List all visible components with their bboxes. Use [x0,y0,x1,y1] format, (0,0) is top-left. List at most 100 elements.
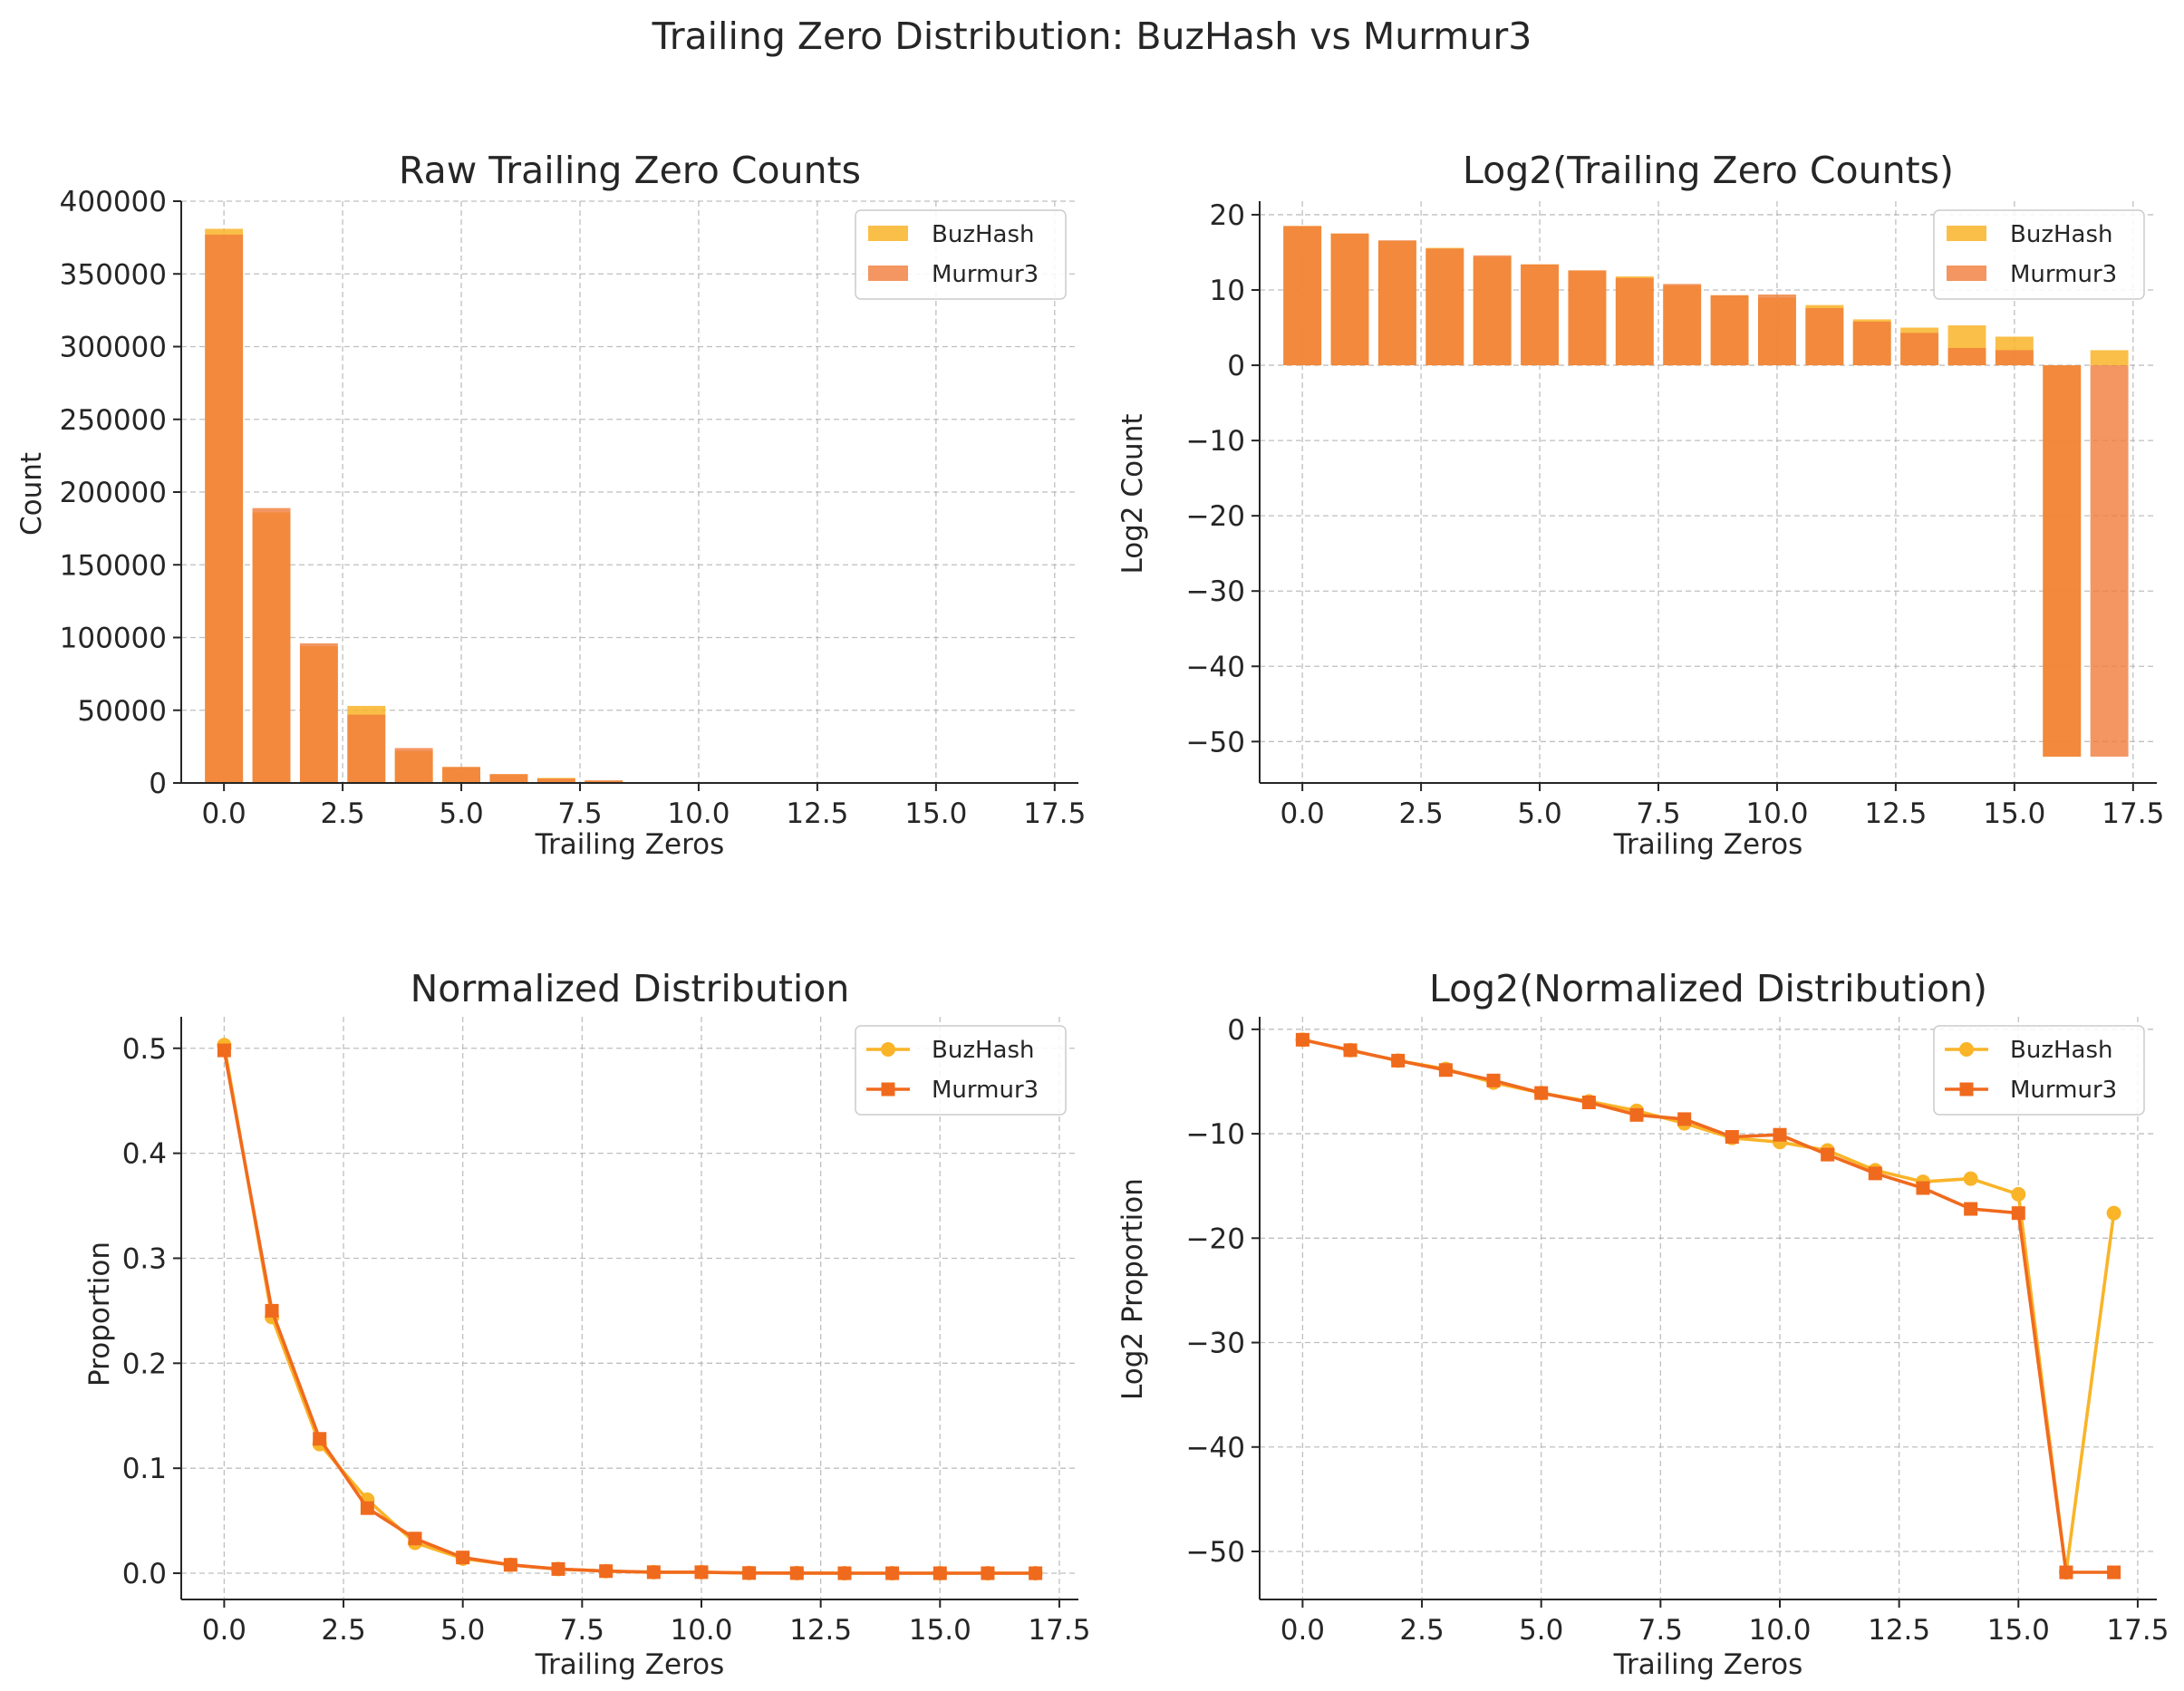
log2normalized-xtick-label: 12.5 [1868,1614,1930,1647]
log2normalized-point-murmur3-15 [2011,1206,2025,1221]
normalized-ytick-label: 0.0 [122,1558,167,1590]
log2normalized-line-buzhash [1302,1038,2116,1574]
normalized-xtick-label: 5.0 [440,1614,485,1647]
normalized-ytick-label: 0.2 [122,1348,167,1380]
log2counts-bar-murmur3-13 [1900,333,1939,366]
log2normalized-point-murmur3-9 [1725,1130,1739,1145]
log2normalized-point-murmur3-1 [1343,1043,1358,1058]
normalized-ytick-label: 0.1 [122,1453,167,1485]
normalized-ytick-label: 0.3 [122,1242,167,1275]
log2counts-legend: BuzHash Murmur3 [1933,209,2145,300]
normalized-title: Normalized Distribution [410,967,850,1010]
log2normalized-point-murmur3-12 [1868,1166,1882,1181]
normalized-point-murmur3-6 [503,1558,517,1572]
normalized-point-murmur3-12 [789,1566,804,1580]
log2counts-bar-murmur3-7 [1615,277,1654,366]
log2counts-xtick-label: 12.5 [1864,797,1927,830]
log2normalized-point-buzhash-14 [1963,1171,1978,1186]
raw-ytick-label: 350000 [60,258,167,291]
log2normalized-point-murmur3-14 [1964,1202,1978,1216]
log2-normalized-xlabel: Trailing Zeros [1613,1648,1803,1681]
raw-xtick-label: 10.0 [667,797,730,830]
raw-plot: 0.0 2.5 5.0 7.5 10.0 12.5 15.0 17.5 0 50000 100000… [60,186,1087,830]
normalized-point-murmur3-13 [837,1566,852,1580]
raw-ytick-label: 250000 [60,404,167,437]
log2counts-bar-murmur3-4 [1473,255,1512,366]
normalized-point-murmur3-2 [313,1432,327,1446]
raw-ytick-label: 400000 [60,186,167,218]
log2counts-bar-murmur3-11 [1805,307,1844,366]
log2counts-bar-murmur3-5 [1521,264,1559,366]
raw-bar-murmur3-8 [585,780,623,783]
log2normalized-point-murmur3-4 [1486,1073,1501,1087]
normalized-ytick-label: 0.5 [122,1033,167,1066]
raw-counts-title: Raw Trailing Zero Counts [399,149,861,192]
log2normalized-ytick-label: −40 [1186,1432,1245,1464]
log2counts-ytick-label: −30 [1186,575,1245,608]
raw-xtick-label: 7.5 [557,797,602,830]
raw-xtick-label: 17.5 [1023,797,1086,830]
log2normalized-point-buzhash-17 [2106,1205,2121,1221]
log2counts-legend-label-buzhash: BuzHash [2010,221,2112,248]
log2normalized-point-murmur3-3 [1438,1063,1453,1077]
raw-legend: BuzHash Murmur3 [855,209,1067,300]
raw-bar-murmur3-1 [252,507,291,783]
log2normalized-point-murmur3-16 [2059,1565,2073,1580]
log2counts-ytick-label: −20 [1186,500,1245,533]
raw-xtick-label: 5.0 [439,797,483,830]
log2counts-ytick-label: 10 [1210,275,1245,307]
normalized-point-murmur3-5 [456,1551,470,1565]
log2normalized-point-murmur3-7 [1629,1107,1644,1122]
raw-xtick-label: 15.0 [904,797,967,830]
normalized-point-murmur3-15 [933,1566,947,1580]
log2counts-ytick-label: −10 [1186,425,1245,458]
log2normalized-legend-marker-murmur3 [1959,1082,1974,1097]
log2counts-bar-murmur3-16 [2043,365,2082,757]
normalized-point-murmur3-14 [885,1566,900,1580]
normalized-point-murmur3-1 [265,1303,279,1318]
normalized-point-murmur3-0 [217,1043,231,1058]
log2counts-bar-murmur3-6 [1568,270,1607,366]
normalized-plot: 0.0 2.5 5.0 7.5 10.0 12.5 15.0 17.5 0.0 0.1 0.2 0.3… [122,1017,1090,1647]
log2counts-xtick-label: 10.0 [1745,797,1808,830]
log2counts-ytick-label: −50 [1186,726,1245,759]
normalized-point-murmur3-4 [408,1532,422,1546]
log2normalized-ytick-label: −20 [1186,1222,1245,1255]
log2counts-bar-murmur3-9 [1710,295,1749,366]
normalized-legend-marker-buzhash [881,1042,895,1057]
log2normalized-plot: 0.0 2.5 5.0 7.5 10.0 12.5 15.0 17.5 −50 −40 −30 −20… [1186,1014,2170,1647]
log2-normalized-title: Log2(Normalized Distribution) [1428,967,1988,1010]
normalized-point-murmur3-3 [360,1501,374,1515]
figure-title: Trailing Zero Distribution: BuzHash vs M… [652,14,1532,58]
log2counts-plot: 0.0 2.5 5.0 7.5 10.0 12.5 15.0 17.5 −50 −40 −30 −20… [1186,199,2165,830]
raw-legend-swatch-murmur3 [868,266,908,281]
log2normalized-line-murmur3 [1302,1038,2114,1574]
log2normalized-legend-label-murmur3: Murmur3 [2010,1077,2117,1104]
log2counts-bar-buzhash-17 [2090,350,2129,366]
log2counts-bar-murmur3-10 [1758,294,1796,366]
log2counts-legend-label-murmur3: Murmur3 [2010,261,2117,288]
log2normalized-xtick-label: 0.0 [1280,1614,1325,1647]
normalized-point-murmur3-7 [551,1561,565,1576]
normalized-point-murmur3-8 [599,1564,614,1579]
normalized-xtick-label: 15.0 [909,1614,971,1647]
normalized-xtick-label: 2.5 [321,1614,365,1647]
log2normalized-ytick-label: −50 [1186,1536,1245,1569]
log2-counts-xlabel: Trailing Zeros [1613,828,1803,861]
log2counts-bar-murmur3-17 [2090,365,2129,757]
raw-bar-murmur3-3 [347,714,386,783]
log2normalized-point-murmur3-11 [1821,1147,1835,1162]
raw-ytick-label: 100000 [60,623,167,655]
raw-bar-murmur3-0 [205,234,244,783]
log2counts-xtick-label: 7.5 [1636,797,1680,830]
raw-legend-swatch-buzhash [868,226,908,241]
raw-counts-xlabel: Trailing Zeros [535,828,725,861]
raw-bar-murmur3-7 [536,778,575,783]
log2counts-bar-murmur3-0 [1283,226,1322,366]
log2counts-bar-murmur3-3 [1425,248,1464,366]
log2normalized-point-murmur3-13 [1916,1181,1930,1195]
raw-ytick-label: 150000 [60,549,167,582]
normalized-ytick-label: 0.4 [122,1138,167,1171]
log2normalized-legend-label-buzhash: BuzHash [2010,1037,2112,1064]
